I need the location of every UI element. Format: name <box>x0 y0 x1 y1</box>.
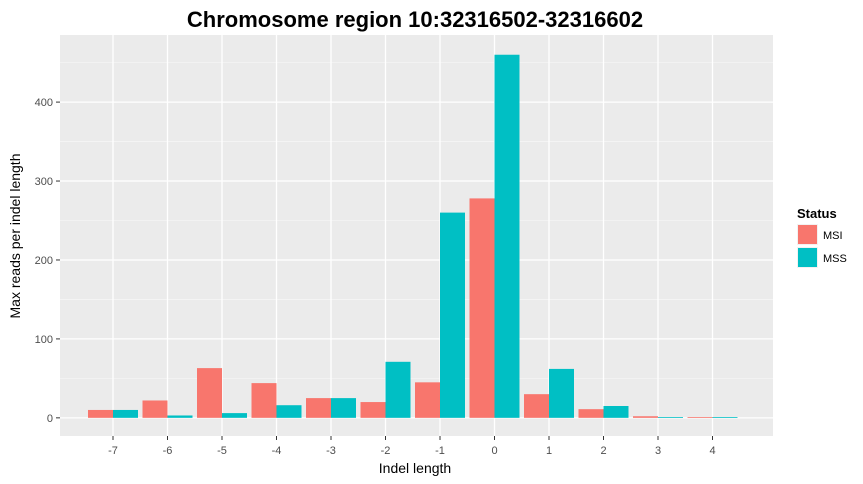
chart-title: Chromosome region 10:32316502-32316602 <box>187 7 643 32</box>
bar-mss--1 <box>440 212 465 418</box>
bars <box>88 54 738 418</box>
gridlines <box>60 35 773 436</box>
legend-label-mss: MSS <box>823 253 847 265</box>
x-tick-label: 2 <box>600 445 606 457</box>
x-axis: -7 -6 -5 -4 -3 -2 -1 0 1 2 3 4 <box>108 436 716 457</box>
y-axis: 0 100 200 300 400 <box>35 97 60 425</box>
bar-msi--3 <box>306 398 331 418</box>
x-tick-label: 0 <box>491 445 497 457</box>
bar-msi--6 <box>142 400 168 418</box>
bar-mss--4 <box>276 405 302 418</box>
bar-mss--6 <box>167 415 193 418</box>
legend-key-mss <box>798 248 817 267</box>
x-tick-label: -5 <box>217 445 227 457</box>
x-tick-label: -6 <box>163 445 173 457</box>
bar-msi--2 <box>360 402 386 418</box>
bar-msi-3 <box>633 416 658 418</box>
legend: Status MSI MSS <box>797 206 847 268</box>
bar-mss--5 <box>222 413 247 418</box>
y-tick-label: 300 <box>35 176 53 188</box>
bar-msi--1 <box>415 382 440 418</box>
y-tick-label: 200 <box>35 255 53 267</box>
bar-msi-2 <box>578 409 604 418</box>
x-axis-title: Indel length <box>379 460 451 476</box>
y-axis-title: Max reads per indel length <box>7 154 23 319</box>
bar-mss-3 <box>658 417 683 418</box>
bar-msi--4 <box>251 383 277 418</box>
legend-label-msi: MSI <box>823 230 843 242</box>
x-tick-label: -1 <box>435 445 445 457</box>
bar-mss--3 <box>331 398 356 418</box>
bar-mss-2 <box>603 406 629 418</box>
legend-title: Status <box>797 206 837 221</box>
bar-msi--7 <box>88 409 113 418</box>
y-tick-label: 0 <box>47 413 53 425</box>
y-tick-label: 400 <box>35 97 53 109</box>
x-tick-label: 1 <box>546 445 552 457</box>
x-tick-label: -7 <box>108 445 118 457</box>
legend-key-msi <box>798 225 817 244</box>
bar-mss--2 <box>385 361 411 418</box>
bar-msi-4 <box>687 417 713 418</box>
bar-msi--5 <box>197 368 222 418</box>
bar-mss--7 <box>113 409 138 418</box>
bar-msi-1 <box>524 394 549 418</box>
x-tick-label: 4 <box>709 445 715 457</box>
bar-mss-4 <box>712 417 738 418</box>
bar-mss-1 <box>549 368 574 418</box>
x-tick-label: -2 <box>381 445 391 457</box>
x-tick-label: -4 <box>272 445 282 457</box>
bar-msi-0 <box>469 198 495 418</box>
x-tick-label: -3 <box>326 445 336 457</box>
bar-mss-0 <box>494 54 520 418</box>
x-tick-label: 3 <box>655 445 661 457</box>
y-tick-label: 100 <box>35 334 53 346</box>
